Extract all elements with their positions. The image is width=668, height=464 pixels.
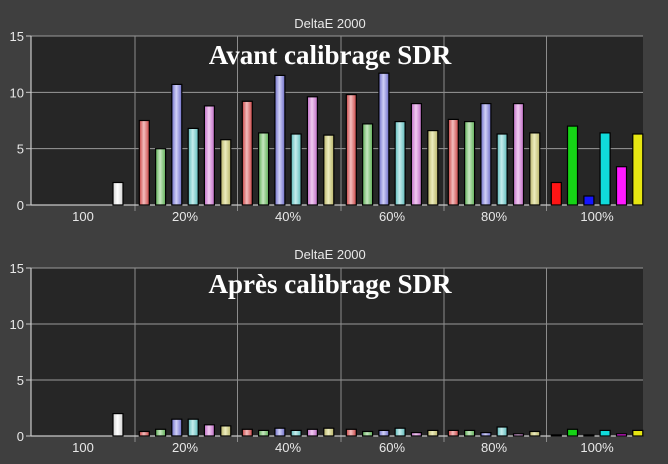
bar-40pct-cyan	[290, 133, 302, 206]
bar-60pct-magenta	[410, 432, 422, 437]
x-tick-label: 20%	[172, 209, 198, 224]
bar-100pct-green	[566, 125, 579, 206]
bar-20pct-cyan	[187, 418, 199, 437]
bar-80pct-magenta	[512, 102, 525, 206]
bar-80pct-green	[464, 429, 476, 437]
bar-20pct-green	[155, 148, 167, 206]
bar-40pct-yellow	[323, 427, 335, 437]
bar-40pct-red	[241, 100, 253, 206]
bar-100pct-yellow	[632, 133, 644, 206]
bar-60pct-magenta	[410, 102, 422, 206]
y-tick-label: 10	[10, 85, 24, 100]
bar-100pct-red	[550, 181, 562, 206]
bar-20pct-yellow	[220, 139, 232, 206]
chart-panel-1: 0 5 10 15 DeltaE 2000 100 20% 40% 60% 80% 100% Avan…	[10, 16, 644, 224]
plot-area	[31, 268, 643, 436]
bar-40pct-green	[258, 132, 270, 206]
overlay-title: Après calibrage SDR	[209, 269, 452, 299]
bar-80pct-red	[447, 118, 459, 206]
y-tick-label: 15	[10, 29, 24, 44]
bar-100-white	[112, 181, 124, 206]
bar-60pct-blue	[378, 429, 390, 437]
chart-title: DeltaE 2000	[294, 16, 366, 31]
bar-20pct-magenta	[203, 424, 215, 437]
bar-80pct-magenta	[512, 433, 525, 437]
x-tick-label: 40%	[275, 440, 301, 455]
x-tick-label: 60%	[379, 209, 405, 224]
bar-100pct-magenta	[615, 433, 628, 437]
x-tick-label: 100	[72, 440, 94, 455]
bar-20pct-magenta	[203, 105, 215, 206]
bar-100-white	[112, 413, 124, 437]
bar-40pct-blue	[274, 427, 286, 437]
bar-60pct-green	[362, 123, 374, 206]
y-tick-label: 5	[17, 142, 24, 157]
bar-20pct-red	[138, 119, 150, 206]
x-tick-label: 80%	[481, 440, 507, 455]
overlay-title: Avant calibrage SDR	[209, 40, 452, 70]
bar-40pct-magenta	[306, 428, 318, 437]
y-tick-label: 10	[10, 317, 24, 332]
bar-20pct-yellow	[220, 425, 232, 437]
bar-60pct-red	[345, 93, 357, 206]
bar-20pct-blue	[171, 418, 183, 437]
x-tick-label: 80%	[481, 209, 507, 224]
bar-80pct-yellow	[529, 132, 541, 206]
y-tick-label: 15	[10, 261, 24, 276]
chart-panel-2: 0 5 10 15 DeltaE 2000 100 20% 40% 60% 80% 100% Aprè…	[10, 247, 644, 455]
bar-20pct-cyan	[187, 127, 199, 206]
bar-60pct-cyan	[394, 120, 406, 206]
x-tick-label: 100	[72, 209, 94, 224]
x-tick-label: 40%	[275, 209, 301, 224]
bar-100pct-magenta	[615, 166, 628, 206]
y-tick-label: 0	[17, 198, 24, 213]
bar-100pct-cyan	[599, 132, 611, 206]
bar-40pct-blue	[274, 74, 286, 206]
bar-60pct-green	[362, 430, 374, 437]
bar-20pct-red	[138, 430, 150, 437]
chart-title: DeltaE 2000	[294, 247, 366, 262]
bar-60pct-blue	[378, 72, 390, 206]
y-tick-label: 5	[17, 373, 24, 388]
bar-80pct-blue	[480, 102, 492, 206]
bar-60pct-cyan	[394, 427, 406, 437]
bar-100pct-red	[550, 434, 562, 437]
bar-20pct-blue	[171, 83, 183, 206]
bar-80pct-cyan	[496, 133, 508, 206]
y-tick-label: 0	[17, 429, 24, 444]
bar-40pct-magenta	[306, 96, 318, 206]
bar-60pct-yellow	[427, 429, 439, 437]
bar-100pct-blue	[583, 195, 595, 206]
bar-40pct-yellow	[323, 134, 335, 206]
bar-100pct-yellow	[632, 429, 644, 437]
bar-80pct-red	[447, 429, 459, 437]
bar-60pct-red	[345, 428, 357, 437]
bar-80pct-green	[464, 120, 476, 206]
x-tick-label: 100%	[580, 440, 614, 455]
bar-40pct-cyan	[290, 429, 302, 437]
bar-80pct-blue	[480, 432, 492, 437]
x-tick-label: 100%	[580, 209, 614, 224]
bar-100pct-blue	[583, 434, 595, 437]
bar-100pct-green	[566, 428, 579, 437]
x-tick-label: 60%	[379, 440, 405, 455]
bar-60pct-yellow	[427, 130, 439, 206]
bar-80pct-cyan	[496, 426, 508, 437]
bar-80pct-yellow	[529, 430, 541, 437]
x-tick-label: 20%	[172, 440, 198, 455]
bar-40pct-red	[241, 428, 253, 437]
bar-40pct-green	[258, 429, 270, 437]
bar-20pct-green	[155, 428, 167, 437]
plot-area	[31, 36, 643, 205]
bar-100pct-cyan	[599, 429, 611, 437]
